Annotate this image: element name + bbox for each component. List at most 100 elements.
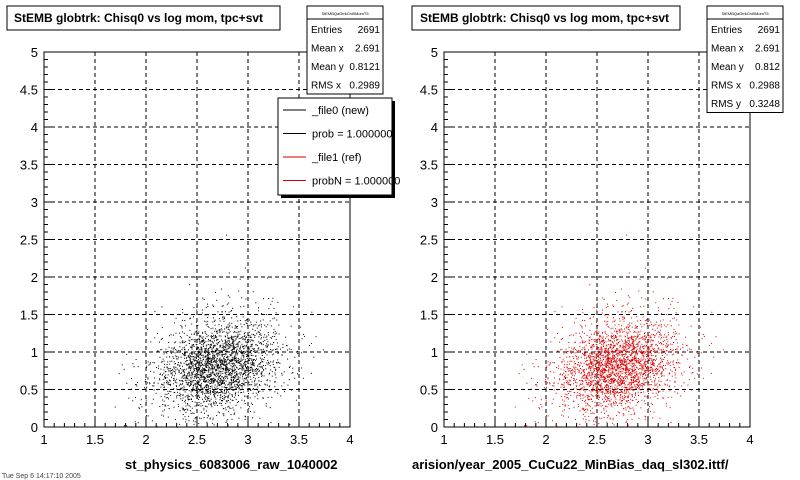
- data-point: [584, 372, 586, 374]
- data-point: [602, 398, 603, 400]
- data-point: [616, 352, 618, 354]
- data-point: [275, 349, 276, 350]
- data-point: [189, 359, 191, 361]
- data-point: [251, 370, 253, 372]
- data-point: [609, 392, 611, 394]
- data-point: [588, 356, 590, 358]
- data-point: [215, 376, 217, 378]
- data-point: [636, 379, 638, 381]
- data-point: [200, 385, 202, 387]
- data-point: [231, 382, 233, 384]
- data-point: [166, 366, 168, 368]
- data-point: [619, 320, 621, 322]
- data-point: [230, 350, 232, 352]
- data-point: [153, 382, 155, 384]
- data-point: [219, 381, 221, 383]
- data-point: [233, 372, 235, 374]
- data-point: [225, 387, 227, 389]
- data-point: [596, 348, 598, 349]
- data-point: [243, 324, 245, 326]
- data-point: [223, 358, 225, 359]
- data-point: [231, 336, 233, 338]
- data-point: [221, 360, 223, 362]
- data-point: [596, 377, 598, 379]
- data-point: [647, 379, 649, 381]
- data-point: [649, 324, 651, 326]
- data-point: [591, 346, 593, 348]
- data-point: [283, 382, 285, 384]
- data-point: [164, 405, 166, 407]
- data-point: [626, 376, 628, 378]
- y-tick-label: 4: [31, 120, 38, 135]
- data-point: [214, 402, 216, 404]
- data-point: [226, 389, 228, 391]
- data-point: [622, 353, 624, 355]
- data-point: [622, 370, 624, 372]
- data-point: [619, 375, 621, 377]
- data-point: [249, 384, 251, 386]
- data-point: [209, 367, 211, 369]
- data-point: [625, 368, 627, 370]
- data-point: [632, 349, 634, 351]
- data-point: [236, 353, 238, 355]
- data-point: [255, 344, 257, 346]
- data-point: [171, 376, 172, 378]
- data-point: [228, 369, 230, 371]
- data-point: [607, 376, 609, 378]
- data-point: [188, 382, 189, 384]
- data-point: [204, 381, 206, 382]
- data-point: [621, 400, 623, 402]
- data-point: [607, 362, 609, 363]
- data-point: [596, 302, 598, 304]
- data-point: [233, 380, 234, 381]
- data-point: [648, 360, 650, 361]
- data-point: [248, 372, 250, 374]
- data-point: [222, 370, 224, 372]
- data-point: [228, 368, 230, 370]
- data-point: [231, 342, 233, 344]
- data-point: [236, 379, 238, 381]
- data-point: [601, 341, 603, 343]
- data-point: [219, 332, 221, 334]
- data-point: [563, 387, 565, 389]
- data-point: [662, 361, 664, 363]
- data-point: [617, 395, 619, 396]
- data-point: [626, 400, 628, 402]
- data-point: [603, 380, 604, 382]
- data-point: [215, 356, 217, 358]
- data-point: [224, 342, 226, 344]
- data-point: [613, 394, 615, 396]
- data-point: [219, 399, 221, 401]
- data-point: [628, 345, 630, 347]
- data-point: [180, 380, 182, 382]
- data-point: [164, 377, 166, 379]
- data-point: [646, 319, 647, 321]
- data-point: [239, 348, 241, 350]
- data-point: [287, 349, 288, 351]
- data-point: [223, 397, 225, 399]
- data-point: [175, 373, 176, 375]
- data-point: [235, 388, 237, 390]
- data-point: [228, 388, 230, 390]
- data-point: [168, 368, 170, 369]
- data-point: [162, 384, 164, 386]
- data-point: [228, 381, 230, 383]
- data-point: [206, 392, 208, 394]
- data-point: [159, 379, 161, 381]
- data-point: [576, 388, 578, 390]
- data-point: [221, 405, 223, 407]
- data-point: [231, 366, 233, 368]
- data-point: [579, 350, 581, 352]
- data-point: [182, 397, 184, 399]
- data-point: [195, 350, 197, 352]
- data-point: [237, 320, 239, 322]
- data-point: [182, 389, 184, 391]
- data-point: [625, 392, 627, 394]
- data-point: [186, 395, 188, 397]
- data-point: [308, 345, 310, 346]
- data-point: [277, 359, 279, 361]
- data-point: [211, 341, 213, 342]
- data-point: [188, 399, 190, 401]
- data-point: [203, 368, 205, 369]
- data-point: [173, 392, 175, 394]
